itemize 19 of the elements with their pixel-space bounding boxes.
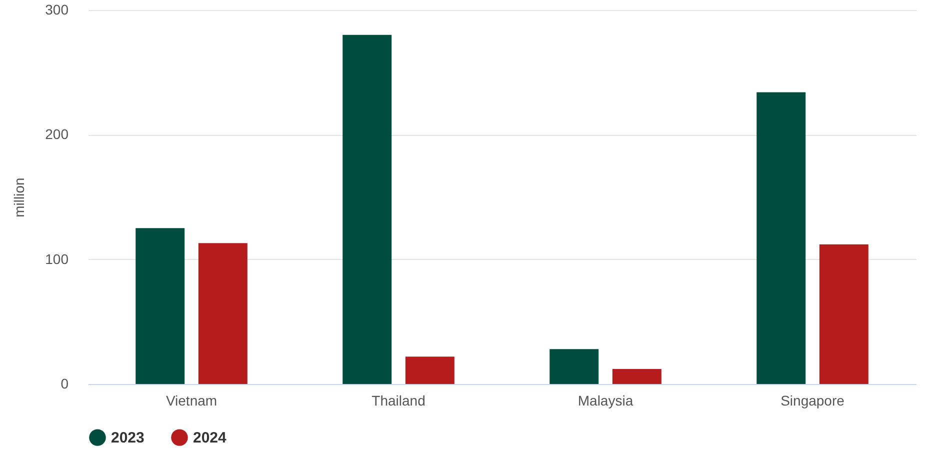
bar: [756, 92, 806, 384]
bar: [819, 244, 868, 384]
bar: [405, 356, 454, 384]
bar: [342, 34, 392, 384]
bar: [550, 349, 599, 384]
legend-label: 2023: [111, 430, 144, 447]
y-tick-label: 200: [45, 126, 69, 142]
x-tick-label: Thailand: [372, 392, 426, 408]
x-tick-label: Singapore: [780, 392, 845, 408]
bar: [612, 369, 662, 384]
bar: [136, 228, 185, 384]
bar: [198, 243, 248, 384]
y-tick-label: 100: [45, 250, 69, 267]
y-axis-title: million: [11, 178, 28, 218]
y-tick-label: 0: [60, 376, 69, 392]
x-tick-label: Malaysia: [578, 392, 634, 408]
x-tick-label: Vietnam: [166, 392, 218, 408]
y-tick-label: 300: [45, 2, 69, 18]
legend-label: 2024: [193, 430, 228, 447]
